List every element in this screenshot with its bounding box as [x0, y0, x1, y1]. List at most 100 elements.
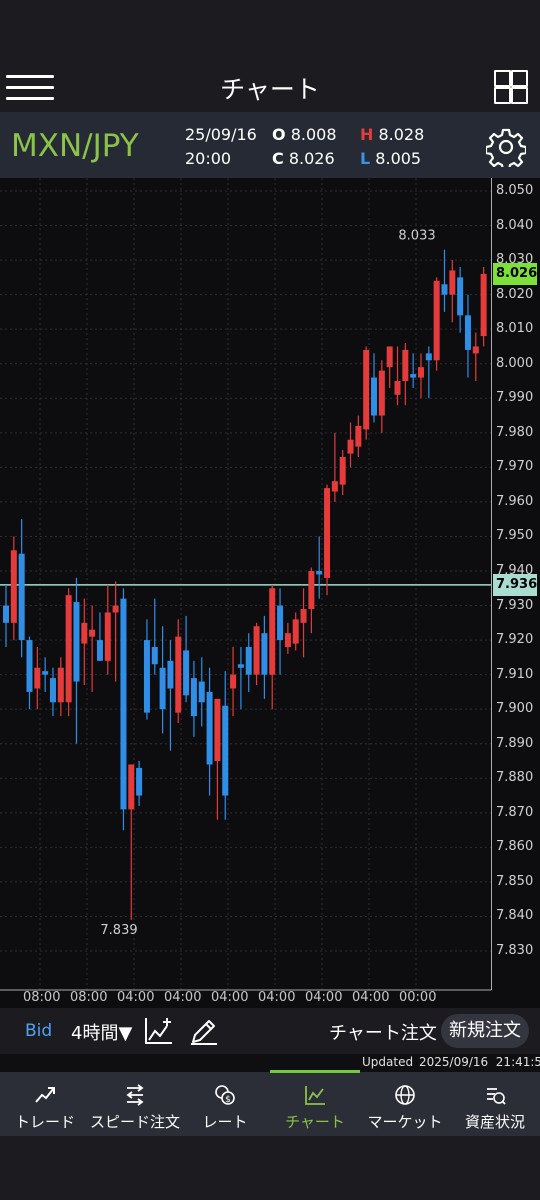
candle-body: [316, 571, 323, 575]
x-tick-label: 04:00: [164, 990, 202, 1005]
y-tick-label: 7.930: [496, 597, 534, 613]
gear-icon[interactable]: [484, 127, 528, 172]
candle-body: [96, 640, 103, 661]
candle-body: [112, 605, 119, 613]
y-tick-label: 8.000: [496, 355, 534, 371]
horizontal-line-price-tag: 7.936: [493, 574, 537, 596]
candle-body: [308, 571, 315, 609]
tab-trade[interactable]: トレード: [0, 1072, 90, 1136]
y-tick-label: 7.900: [496, 701, 534, 717]
candle-body: [143, 640, 150, 713]
update-status-bar: [0, 1054, 540, 1072]
price-axis: [491, 178, 540, 990]
x-tick-label: 04:00: [117, 990, 155, 1005]
y-tick-label: 7.870: [496, 804, 534, 820]
tab-speed-order-label: スピード注文: [90, 1113, 181, 1131]
candle-body: [324, 488, 331, 578]
candle-body: [331, 481, 338, 492]
candle-body: [73, 602, 80, 682]
low-value: L 8.005: [360, 149, 422, 168]
tab-market-label: マーケット: [367, 1113, 443, 1131]
indicator-add-icon[interactable]: [144, 1016, 174, 1046]
y-tick-label: 8.020: [496, 286, 534, 302]
candle-body: [417, 367, 424, 378]
candle-body: [151, 647, 158, 665]
bottom-tab-bar: [0, 1072, 540, 1136]
candle-body: [57, 667, 64, 703]
tab-market[interactable]: マーケット: [360, 1072, 450, 1136]
bottom-spacer: [0, 1136, 540, 1200]
quote-info-bar: [0, 112, 540, 178]
market-icon: [395, 1085, 415, 1105]
candle-body: [104, 612, 111, 661]
y-tick-label: 7.920: [496, 632, 534, 648]
x-tick-label: 08:00: [23, 990, 61, 1005]
candle-body: [18, 553, 25, 641]
candle-body: [269, 588, 276, 675]
candle-body: [425, 353, 432, 361]
y-tick-label: 7.990: [496, 390, 534, 406]
x-tick-label: 00:00: [399, 990, 437, 1005]
tab-chart[interactable]: チャート: [270, 1072, 360, 1136]
active-tab-indicator: [270, 1070, 360, 1073]
chart-area[interactable]: 8.033 7.839: [0, 178, 540, 1008]
candle-body: [347, 439, 354, 454]
y-tick-label: 7.840: [496, 908, 534, 924]
period-selector[interactable]: 4時間▼: [71, 1023, 133, 1044]
hamburger-menu-icon[interactable]: [6, 75, 54, 101]
currency-pair[interactable]: MXN/JPY: [11, 128, 139, 164]
tab-rate-label: レート: [202, 1113, 248, 1131]
candle-body: [371, 377, 378, 416]
candle-body: [167, 660, 174, 689]
layout-grid-icon[interactable]: [494, 70, 528, 104]
x-tick-label: 04:00: [352, 990, 390, 1005]
candle-body: [237, 664, 244, 668]
candle-body: [355, 425, 362, 447]
candle-body: [34, 667, 41, 689]
candle-date: 25/09/16: [185, 125, 257, 144]
candle-body: [120, 598, 127, 810]
candle-body: [433, 280, 440, 361]
tab-speed-order[interactable]: スピード注文: [90, 1072, 180, 1136]
candle-body: [457, 277, 464, 316]
new-order-button[interactable]: 新規注文: [441, 1014, 529, 1048]
close-value: C 8.026: [272, 149, 335, 168]
candle-body: [214, 698, 221, 761]
candle-body: [190, 678, 197, 717]
candle-body: [42, 671, 49, 675]
y-tick-label: 8.050: [496, 183, 534, 198]
y-tick-label: 7.830: [496, 943, 534, 958]
bid-ask-toggle[interactable]: Bid: [25, 1021, 53, 1041]
candle-body: [441, 284, 448, 295]
candle-body: [206, 691, 213, 765]
candle-body: [81, 622, 88, 644]
tab-assets-label: 資産状況: [464, 1113, 525, 1131]
candle-body: [136, 767, 143, 796]
y-tick-label: 7.880: [496, 770, 534, 786]
chart-order-button[interactable]: チャート注文: [329, 1023, 437, 1044]
candle-body: [159, 667, 166, 710]
draw-pencil-icon[interactable]: [189, 1016, 219, 1046]
candle-body: [363, 349, 370, 430]
candle-body: [277, 605, 284, 641]
candle-body: [128, 764, 135, 810]
y-tick-label: 7.980: [496, 424, 534, 440]
candle-body: [402, 349, 409, 381]
candlestick-chart[interactable]: 8.033 7.839: [0, 178, 540, 1008]
candle-body: [410, 374, 417, 378]
tab-rate[interactable]: $ レート: [180, 1072, 270, 1136]
candle-body: [394, 381, 401, 395]
candle-body: [222, 705, 229, 796]
candle-body: [198, 681, 205, 703]
y-tick-label: 7.850: [496, 873, 534, 889]
candle-body: [175, 636, 182, 713]
y-tick-label: 7.950: [496, 528, 534, 544]
x-tick-label: 04:00: [211, 990, 249, 1005]
tab-assets[interactable]: 資産状況: [450, 1072, 540, 1136]
updated-label: Updated: [362, 1055, 414, 1069]
candle-body: [89, 629, 96, 637]
open-value: O 8.008: [272, 125, 337, 144]
x-tick-label: 04:00: [258, 990, 296, 1005]
candle-body: [386, 346, 393, 368]
candle-body: [284, 633, 291, 647]
